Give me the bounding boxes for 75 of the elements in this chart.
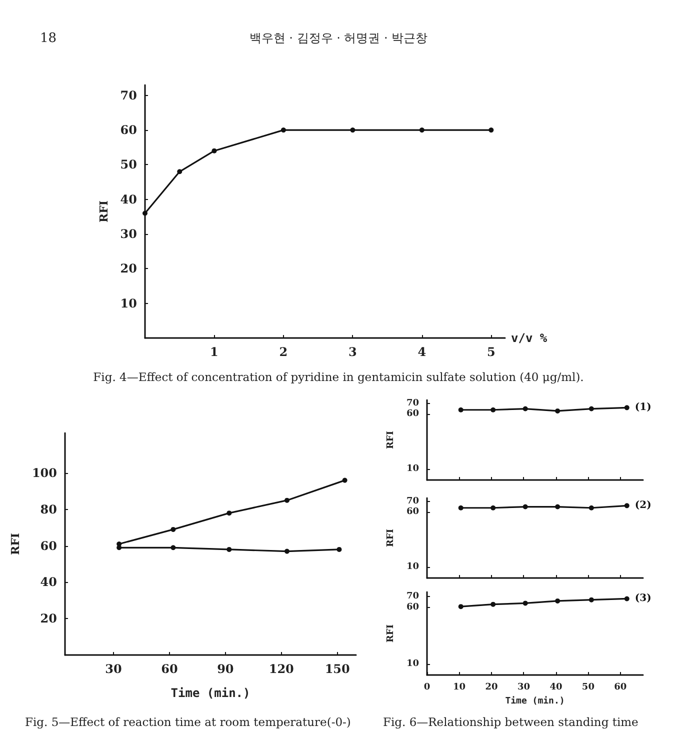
point (116, 545, 122, 550)
y-tick-label: 70 (406, 591, 419, 602)
text: Fig. 4—Effect of concentration of pyridine in gentamicin sulfate solution (40 μg/ml). (93, 370, 584, 384)
x-axis-title: v/v % (511, 331, 548, 345)
x-tick-label: 1 (210, 345, 218, 359)
y-tick-label: 10 (406, 464, 419, 474)
point (170, 545, 176, 550)
x-tick-label: 60 (614, 682, 627, 692)
x-tick-label: 30 (517, 682, 530, 692)
x-tick-label: 50 (582, 682, 594, 692)
y-tick-label: 60 (406, 409, 419, 420)
text: Fig. 6—Relationship between standing time (383, 715, 639, 729)
x-tick-label: 3 (348, 345, 357, 359)
y-tick-label: 70 (406, 398, 419, 408)
point (226, 546, 232, 552)
point (350, 128, 356, 133)
y-tick-label: 70 (120, 88, 137, 102)
point (419, 128, 424, 133)
point (336, 546, 342, 552)
y-tick-label: 10 (120, 296, 137, 310)
y-tick-label: 20 (40, 612, 57, 626)
y-axis-title: RFI (386, 624, 396, 643)
point (490, 602, 496, 607)
x-tick-label: 0 (424, 682, 430, 692)
y-tick-label: 50 (120, 158, 137, 172)
x-tick-label: 120 (268, 662, 294, 676)
point (458, 604, 464, 610)
x-tick-label: 2 (279, 345, 288, 359)
point (555, 598, 560, 604)
y-axis-title: RFI (386, 430, 396, 450)
y-axis-title: RFI (386, 528, 396, 548)
point (522, 600, 528, 606)
y-tick-label: 60 (120, 123, 137, 138)
point (177, 169, 182, 174)
text: 백우현 · 김정우 · 허명권 · 박근창 (249, 31, 428, 45)
y-tick-label: 20 (120, 262, 137, 276)
point (170, 526, 176, 532)
y-tick-label: 100 (32, 466, 57, 480)
y-tick-label: 10 (406, 562, 419, 572)
point (284, 548, 290, 554)
y-tick-label: 60 (40, 538, 57, 553)
point (226, 510, 232, 516)
point (624, 596, 630, 602)
y-axis-title: RFI (97, 200, 110, 223)
x-tick-label: 20 (485, 682, 498, 692)
point (588, 597, 594, 602)
point (488, 128, 494, 133)
y-tick-label: 70 (406, 496, 419, 506)
point (284, 498, 290, 503)
series-label: (3) (634, 593, 652, 604)
y-tick-label: 80 (40, 502, 57, 516)
x-axis-title: Time (min.) (170, 686, 250, 700)
y-tick-label: 60 (406, 507, 419, 518)
y-axis-title: RFI (9, 532, 22, 556)
series-label: (2) (634, 500, 652, 512)
point (142, 210, 148, 216)
x-tick-label: 10 (452, 682, 466, 692)
x-tick-label: 40 (550, 682, 562, 692)
x-tick-label: 60 (161, 662, 178, 676)
point (280, 128, 286, 133)
x-tick-label: 4 (418, 345, 426, 359)
x-tick-label: 90 (217, 662, 234, 676)
x-tick-label: 30 (105, 662, 122, 676)
text: 18 (40, 31, 57, 46)
text: Fig. 5—Effect of reaction time at room temperature(-0-) (25, 715, 351, 729)
y-tick-label: 40 (120, 192, 137, 206)
point (342, 478, 348, 483)
y-tick-label: 40 (40, 575, 57, 590)
x-axis-title: Time (min.) (505, 695, 565, 706)
y-tick-label: 60 (406, 602, 419, 613)
series-label: (1) (634, 402, 652, 414)
point (212, 148, 217, 154)
x-tick-label: 150 (324, 662, 350, 676)
x-tick-label: 5 (486, 345, 496, 359)
y-tick-label: 30 (120, 227, 137, 242)
